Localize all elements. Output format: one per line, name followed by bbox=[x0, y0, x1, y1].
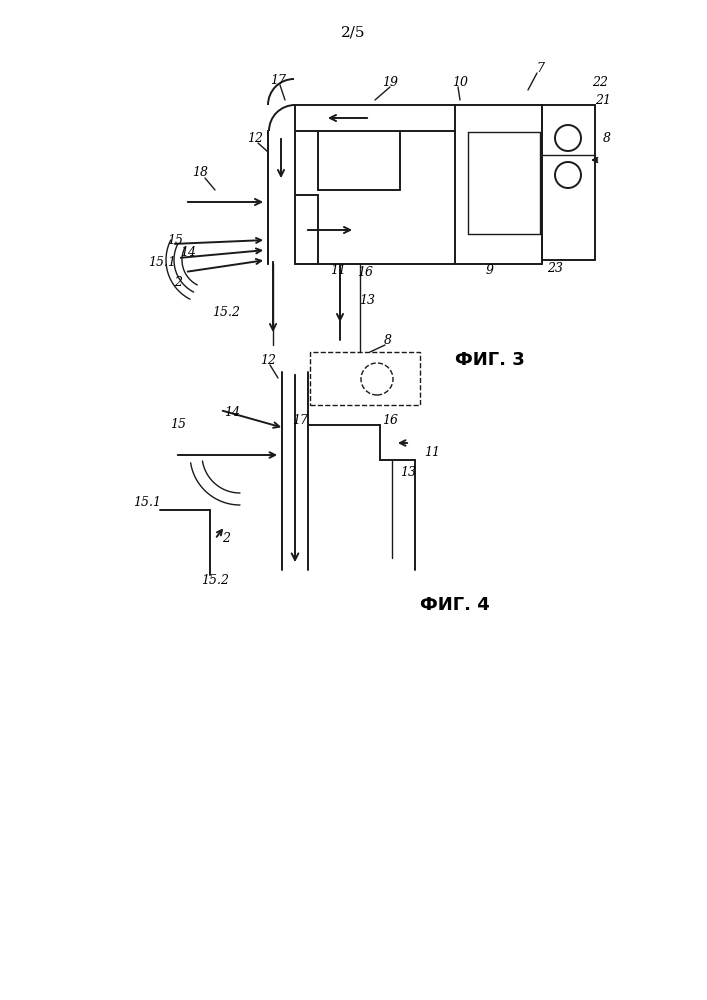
Text: 16: 16 bbox=[357, 265, 373, 278]
Text: 18: 18 bbox=[192, 165, 208, 178]
Text: 15.2: 15.2 bbox=[201, 574, 229, 586]
Text: 17: 17 bbox=[270, 74, 286, 87]
Text: 15.1: 15.1 bbox=[133, 496, 161, 510]
Text: 11: 11 bbox=[424, 446, 440, 458]
Text: ФИГ. 3: ФИГ. 3 bbox=[455, 351, 525, 369]
Text: 15: 15 bbox=[167, 233, 183, 246]
Text: 7: 7 bbox=[536, 62, 544, 75]
Text: 21: 21 bbox=[595, 94, 611, 106]
Text: 16: 16 bbox=[382, 414, 398, 426]
Text: 22: 22 bbox=[592, 76, 608, 89]
Text: 9: 9 bbox=[486, 263, 494, 276]
Text: 15.1: 15.1 bbox=[148, 256, 176, 269]
Text: 2/5: 2/5 bbox=[341, 25, 366, 39]
Text: 14: 14 bbox=[224, 406, 240, 418]
Text: 13: 13 bbox=[359, 294, 375, 306]
Text: 12: 12 bbox=[260, 354, 276, 366]
Text: 8: 8 bbox=[603, 131, 611, 144]
Text: 12: 12 bbox=[247, 131, 263, 144]
Text: 23: 23 bbox=[547, 261, 563, 274]
Text: 17: 17 bbox=[292, 414, 308, 426]
Text: 8: 8 bbox=[384, 334, 392, 347]
Text: 19: 19 bbox=[382, 76, 398, 89]
Text: 10: 10 bbox=[452, 76, 468, 89]
Text: 14: 14 bbox=[180, 245, 196, 258]
Bar bbox=[310, 352, 420, 405]
Text: 15.2: 15.2 bbox=[212, 306, 240, 318]
Text: 11: 11 bbox=[330, 263, 346, 276]
Text: ФИГ. 4: ФИГ. 4 bbox=[420, 596, 490, 614]
Text: 2: 2 bbox=[222, 532, 230, 544]
Text: 15: 15 bbox=[170, 418, 186, 432]
Text: 13: 13 bbox=[400, 466, 416, 479]
Text: 2: 2 bbox=[174, 275, 182, 288]
